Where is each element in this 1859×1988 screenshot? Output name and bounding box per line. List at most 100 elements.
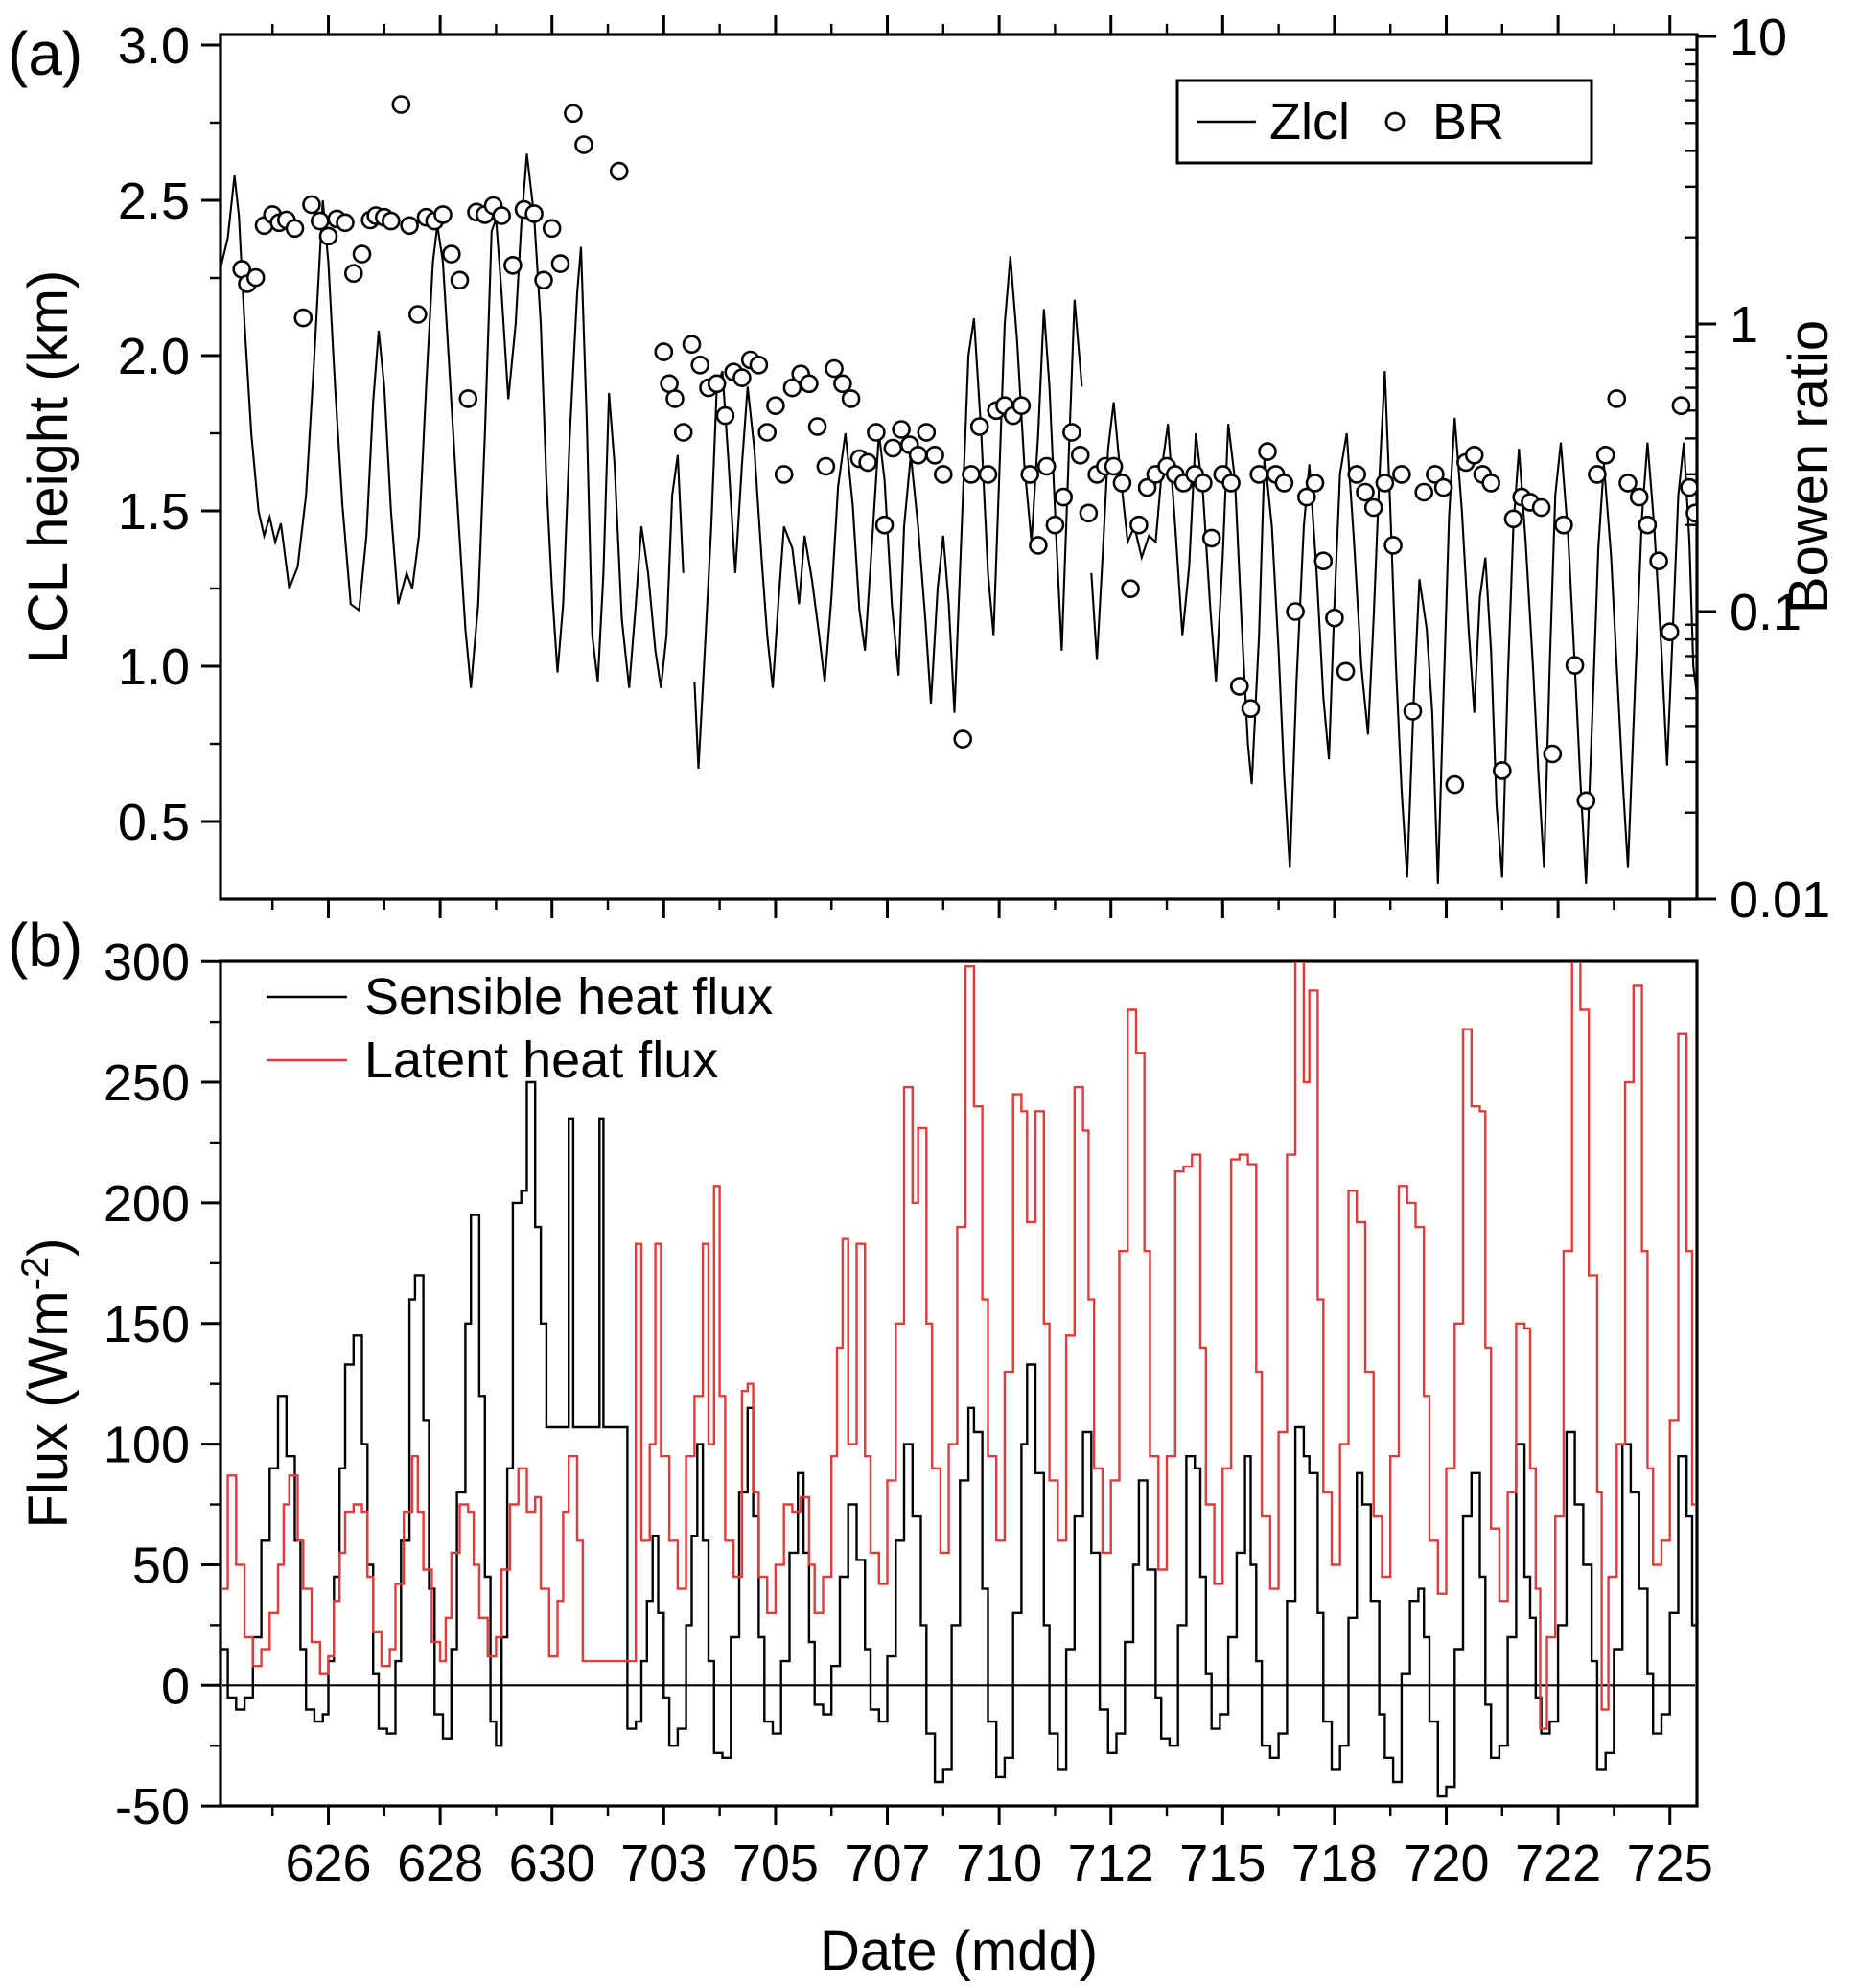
br-point (534, 270, 553, 290)
lcl-tick-label: 3.0 (118, 17, 190, 75)
br-point (1029, 536, 1048, 555)
br-tick-label: 10 (1730, 9, 1787, 66)
date-tick-label: 725 (1627, 1835, 1713, 1892)
flux-tick-label: 0 (161, 1657, 190, 1715)
panel-b-letter: (b) (8, 911, 82, 980)
br-point (807, 417, 827, 436)
br-point (433, 205, 453, 224)
br-point (609, 161, 629, 181)
br-point (1618, 474, 1638, 493)
flux-tick-label: 250 (104, 1054, 190, 1112)
br-point (883, 438, 903, 458)
latent-legend-label: Latent heat flux (364, 1031, 718, 1089)
lcl-tick-label: 0.5 (118, 794, 190, 851)
br-point (391, 95, 411, 114)
br-point (800, 374, 819, 394)
date-tick-label: 718 (1291, 1835, 1378, 1892)
br-point (1375, 474, 1395, 493)
br-point (503, 255, 523, 275)
br-legend-label: BR (1432, 93, 1504, 150)
flux-tick-label: 150 (104, 1296, 190, 1353)
br-point (1481, 474, 1500, 493)
br-marker-sample (1384, 111, 1406, 132)
panel-b-axis-title: Flux (Wm-2) (14, 1238, 80, 1529)
br-point (458, 389, 478, 408)
br-point (1426, 465, 1445, 484)
br-point (1403, 702, 1423, 721)
br-point (1020, 465, 1039, 484)
br-point (1445, 774, 1465, 795)
br-point (1274, 474, 1294, 493)
br-point (1565, 656, 1585, 675)
br-point (665, 389, 685, 408)
br-point (1356, 482, 1375, 502)
br-point (400, 216, 419, 236)
br-point (1503, 509, 1523, 529)
date-tick-label: 715 (1179, 1835, 1266, 1892)
br-point (1595, 445, 1615, 465)
br-point (293, 308, 314, 328)
flux-tick-label: 100 (104, 1417, 190, 1474)
panel-a-plot: 3.0 2.5 2.0 1.5 1.0 0.5 10 1 0.1 0.01 (118, 9, 1830, 929)
br-point (749, 355, 769, 375)
br-point (1554, 515, 1573, 535)
br-point (1347, 465, 1366, 484)
br-point (492, 206, 512, 225)
br-point (1305, 474, 1325, 493)
flux-tick-label: -50 (115, 1778, 190, 1836)
br-point (550, 254, 570, 273)
br-point (774, 465, 794, 484)
br-point (766, 396, 785, 416)
br-point (825, 358, 844, 379)
br-point (1685, 503, 1696, 523)
br-point (1062, 423, 1081, 442)
latent-line (221, 962, 1696, 1730)
br-point (833, 374, 852, 394)
panel-a-frame (219, 33, 1699, 901)
br-point (715, 405, 735, 426)
br-point (524, 204, 544, 223)
date-tick-label: 628 (397, 1835, 483, 1892)
flux-tick-label: 300 (104, 934, 190, 991)
br-point (1258, 442, 1277, 461)
br-point (1221, 474, 1241, 493)
br-point (690, 355, 710, 375)
br-point (1070, 445, 1090, 465)
br-point (1325, 608, 1344, 628)
br-point (1230, 677, 1249, 696)
br-point (542, 219, 562, 239)
lcl-tick-label: 1.0 (118, 638, 190, 696)
br-point (1363, 497, 1383, 518)
flux-tick-label: 50 (132, 1537, 190, 1594)
br-point (574, 135, 593, 154)
br-point (1112, 474, 1132, 493)
br-tick-label: 0.01 (1730, 871, 1830, 929)
br-point (1680, 477, 1696, 497)
sensible-line (221, 1080, 1696, 1798)
br-point (782, 378, 802, 398)
br-point (925, 445, 944, 465)
br-point (892, 420, 911, 439)
br-point (1249, 465, 1268, 484)
br-point (978, 465, 998, 484)
panel-a-legend: Zlcl BR (1175, 79, 1593, 165)
br-tick-label: 1 (1730, 296, 1758, 354)
br-point (1121, 579, 1140, 599)
br-point (1336, 661, 1356, 682)
br-point (1201, 528, 1221, 548)
br-point (841, 389, 861, 408)
br-point (1045, 515, 1065, 535)
br-point (336, 213, 355, 233)
br-point (1383, 536, 1403, 555)
date-tick-label: 705 (732, 1835, 819, 1892)
br-point (874, 515, 895, 535)
br-point (917, 423, 937, 442)
br-point (318, 226, 338, 246)
br-point (285, 219, 305, 239)
lcl-tick-label: 2.0 (118, 328, 190, 385)
br-point (969, 417, 989, 436)
br-point (1629, 487, 1649, 507)
br-point (1137, 477, 1157, 497)
